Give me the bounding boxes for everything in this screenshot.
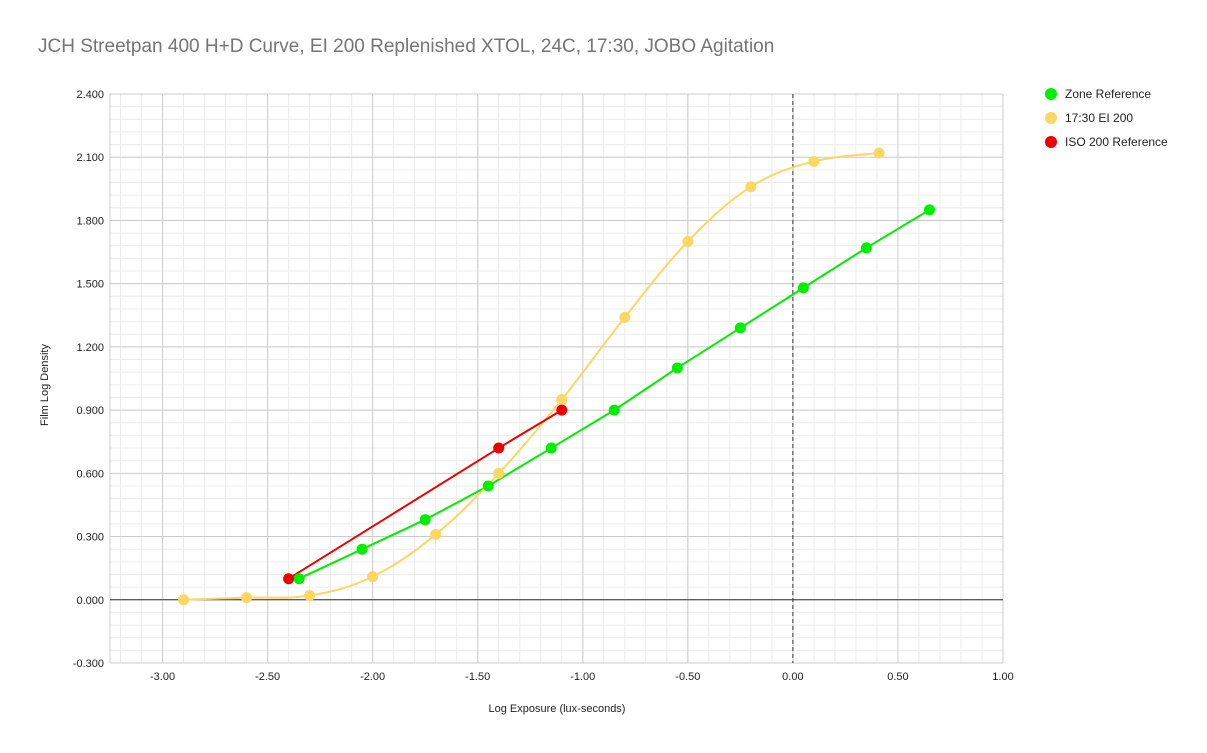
data-point — [283, 573, 295, 585]
data-point — [556, 394, 568, 406]
legend-label: ISO 200 Reference — [1065, 135, 1168, 149]
data-point — [671, 362, 683, 374]
y-tick-label: 1.500 — [76, 279, 104, 291]
data-point — [860, 242, 872, 254]
x-tick-labels: -3.00 -2.50 -2.00 -1.50 -1.00 -0.50 0.00 0.50 1.… — [150, 671, 1014, 683]
y-axis-title: Film Log Density — [39, 344, 51, 426]
legend-item[interactable]: 17:30 EI 200 — [1045, 111, 1133, 125]
x-tick-label: -2.00 — [360, 671, 385, 683]
data-point — [619, 311, 631, 323]
x-tick-label: -0.50 — [675, 671, 700, 683]
data-point — [241, 592, 253, 604]
data-point — [873, 147, 885, 159]
legend-item[interactable]: ISO 200 Reference — [1045, 135, 1168, 149]
data-point — [797, 282, 809, 294]
data-point — [682, 236, 694, 248]
data-point — [923, 204, 935, 216]
x-tick-label: -1.00 — [570, 671, 595, 683]
y-tick-labels: -0.300 0.000 0.300 0.600 0.900 1.200 1.500 1.80… — [73, 89, 104, 670]
x-tick-label: 1.00 — [992, 671, 1013, 683]
data-point — [419, 514, 431, 526]
data-point — [493, 442, 505, 454]
legend-label: Zone Reference — [1065, 87, 1151, 101]
data-point — [356, 543, 368, 555]
x-axis-title: Log Exposure (lux-seconds) — [489, 703, 626, 715]
y-tick-label: 1.200 — [76, 342, 104, 354]
y-tick-label: 0.300 — [76, 532, 104, 544]
legend-item[interactable]: Zone Reference — [1045, 87, 1151, 101]
y-tick-label: 0.900 — [76, 405, 104, 417]
minor-grid — [110, 93, 1004, 664]
data-point — [430, 528, 442, 540]
data-point — [808, 155, 820, 167]
data-point — [367, 571, 379, 583]
major-grid — [109, 93, 1004, 664]
x-tick-label: 0.00 — [782, 671, 803, 683]
y-tick-label: -0.300 — [73, 658, 104, 670]
data-point — [556, 404, 568, 416]
legend-marker — [1045, 88, 1057, 100]
x-tick-label: 0.50 — [887, 671, 908, 683]
data-point — [734, 322, 746, 334]
x-tick-label: -3.00 — [150, 671, 175, 683]
data-point — [482, 480, 494, 492]
data-point — [304, 590, 316, 602]
chart-title: JCH Streetpan 400 H+D Curve, EI 200 Repl… — [38, 36, 775, 57]
data-point — [493, 467, 505, 479]
data-point — [745, 181, 757, 193]
y-tick-label: 0.600 — [76, 468, 104, 480]
legend[interactable]: Zone Reference 17:30 EI 200 ISO 200 Refere… — [1045, 87, 1168, 149]
data-point — [545, 442, 557, 454]
y-tick-label: 2.100 — [76, 152, 104, 164]
series-points — [178, 147, 935, 606]
data-point — [293, 573, 305, 585]
legend-label: 17:30 EI 200 — [1065, 111, 1133, 125]
y-tick-label: 2.400 — [76, 89, 104, 101]
zero-lines — [110, 94, 1003, 663]
x-tick-label: -2.50 — [255, 671, 280, 683]
x-tick-label: -1.50 — [465, 671, 490, 683]
legend-marker — [1045, 136, 1057, 148]
y-tick-label: 0.000 — [76, 595, 104, 607]
data-point — [608, 404, 620, 416]
y-tick-label: 1.800 — [76, 215, 104, 227]
data-point — [178, 594, 190, 606]
legend-marker — [1045, 112, 1057, 124]
